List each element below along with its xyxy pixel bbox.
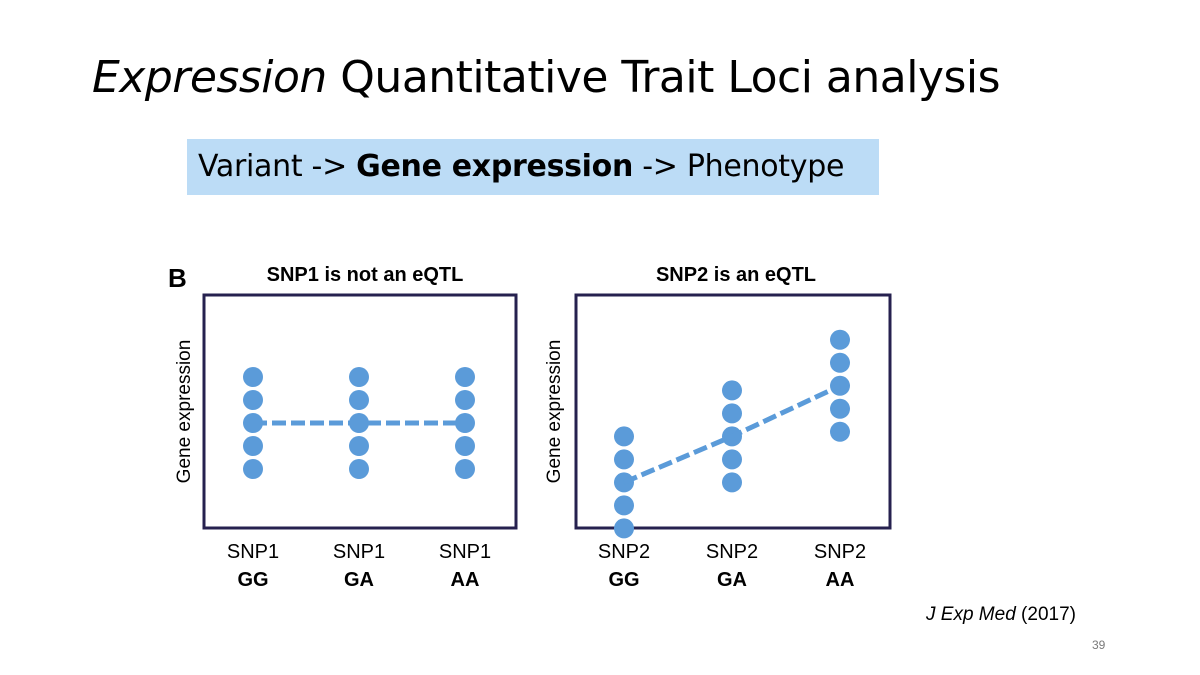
flow-phenotype: -> Phenotype xyxy=(633,149,845,184)
flow-variant: Variant -> xyxy=(198,149,357,184)
category-genotype-label: GA xyxy=(344,569,374,591)
category-genotype-label: AA xyxy=(826,569,855,591)
slide-title-rest: Quantitative Trait Loci analysis xyxy=(326,52,1001,103)
trend-line xyxy=(623,383,842,485)
data-point xyxy=(455,436,475,456)
citation-year: (2017) xyxy=(1015,604,1076,625)
data-point xyxy=(830,352,850,373)
panel-title: SNP2 is an eQTL xyxy=(656,264,816,286)
category-snp-label: SNP1 xyxy=(333,541,385,563)
panel-letter: B xyxy=(168,263,187,293)
category-snp-label: SNP1 xyxy=(227,541,279,563)
data-point xyxy=(830,421,850,442)
data-point xyxy=(830,398,850,419)
data-point xyxy=(830,329,850,350)
data-point xyxy=(455,367,475,387)
data-point xyxy=(455,390,475,410)
y-axis-label: Gene expression xyxy=(544,340,565,484)
panel-frame xyxy=(574,293,892,530)
data-point xyxy=(349,390,369,410)
category-genotype-label: GG xyxy=(237,569,268,591)
category-genotype-label: GA xyxy=(717,569,747,591)
data-point xyxy=(722,403,742,424)
panel-frame xyxy=(202,293,518,530)
y-axis-label: Gene expression xyxy=(174,340,195,484)
data-point xyxy=(614,495,634,516)
data-point xyxy=(243,459,263,479)
citation: J Exp Med (2017) xyxy=(926,604,1076,626)
category-snp-label: SNP1 xyxy=(439,541,491,563)
data-point xyxy=(614,426,634,447)
data-point xyxy=(349,459,369,479)
category-snp-label: SNP2 xyxy=(814,541,866,563)
flow-gene-expression: Gene expression xyxy=(356,149,634,184)
data-point xyxy=(243,390,263,410)
data-point xyxy=(243,367,263,387)
data-point xyxy=(614,449,634,470)
data-point xyxy=(243,436,263,456)
slide-title-italic: Expression xyxy=(92,52,327,103)
data-point xyxy=(349,436,369,456)
data-point xyxy=(722,380,742,401)
panel-title: SNP1 is not an eQTL xyxy=(267,264,464,286)
flow-box: Variant -> Gene expression -> Phenotype xyxy=(187,139,879,195)
category-snp-label: SNP2 xyxy=(706,541,758,563)
category-snp-label: SNP2 xyxy=(598,541,650,563)
data-point xyxy=(455,459,475,479)
data-point xyxy=(722,472,742,493)
data-point xyxy=(614,518,634,539)
category-genotype-label: GG xyxy=(608,569,639,591)
category-genotype-label: AA xyxy=(451,569,480,591)
citation-journal: J Exp Med xyxy=(926,604,1016,625)
data-point xyxy=(722,449,742,470)
data-point xyxy=(349,367,369,387)
page-number: 39 xyxy=(1092,638,1106,652)
slide-title: Expression Quantitative Trait Loci analy… xyxy=(92,52,1001,103)
